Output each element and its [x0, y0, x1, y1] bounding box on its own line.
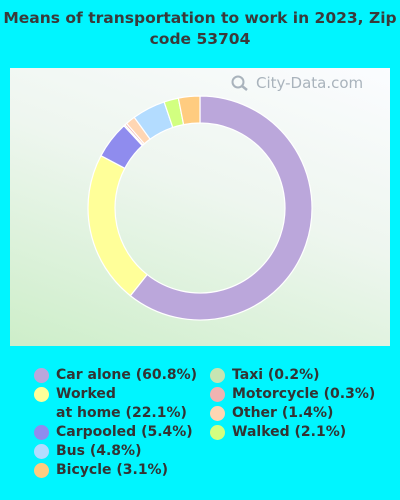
legend-swatch — [34, 368, 49, 383]
chart-title: Means of transportation to work in 2023,… — [0, 8, 400, 50]
watermark: City-Data.com — [230, 74, 363, 92]
legend-label: Bus (4.8%) — [56, 443, 142, 459]
legend-label: Walked (2.1%) — [232, 424, 347, 440]
legend-swatch — [210, 387, 225, 402]
legend-swatch — [34, 463, 49, 478]
legend-item: Other (1.4%) — [208, 404, 375, 423]
legend-item: Bus (4.8%) — [32, 442, 197, 461]
legend-label: Carpooled (5.4%) — [56, 424, 193, 440]
legend-label: Worked at home (22.1%) — [56, 386, 187, 421]
legend-column-left: Car alone (60.8%) Worked at home (22.1%) C… — [32, 366, 197, 480]
legend-column-right: Taxi (0.2%) Motorcycle (0.3%) Other (1.4%)… — [208, 366, 375, 442]
legend-swatch — [210, 425, 225, 440]
chart-title-text: Means of transportation to work in 2023,… — [3, 9, 397, 48]
magnifier-icon — [231, 75, 248, 91]
legend-item: Walked (2.1%) — [208, 423, 375, 442]
chart-legend: Car alone (60.8%) Worked at home (22.1%) C… — [0, 366, 400, 500]
legend-item: Carpooled (5.4%) — [32, 423, 197, 442]
legend-swatch — [210, 368, 225, 383]
legend-item: Motorcycle (0.3%) — [208, 385, 375, 404]
donut-chart — [87, 95, 313, 321]
donut-slice-8 — [177, 95, 201, 126]
legend-swatch — [210, 406, 225, 421]
legend-item: Bicycle (3.1%) — [32, 461, 197, 480]
legend-item: Worked at home (22.1%) — [32, 385, 197, 423]
watermark-text: City-Data.com — [256, 74, 364, 92]
legend-item: Car alone (60.8%) — [32, 366, 197, 385]
legend-label: Motorcycle (0.3%) — [232, 386, 376, 402]
legend-swatch — [34, 425, 49, 440]
legend-label: Bicycle (3.1%) — [56, 462, 168, 478]
donut-slice-1 — [87, 154, 148, 297]
legend-swatch — [34, 444, 49, 459]
donut-slice-0 — [129, 95, 313, 321]
legend-item: Taxi (0.2%) — [208, 366, 375, 385]
legend-label: Other (1.4%) — [232, 405, 334, 421]
legend-swatch — [34, 387, 49, 402]
legend-label: Taxi (0.2%) — [232, 367, 320, 383]
legend-label: Car alone (60.8%) — [56, 367, 198, 383]
